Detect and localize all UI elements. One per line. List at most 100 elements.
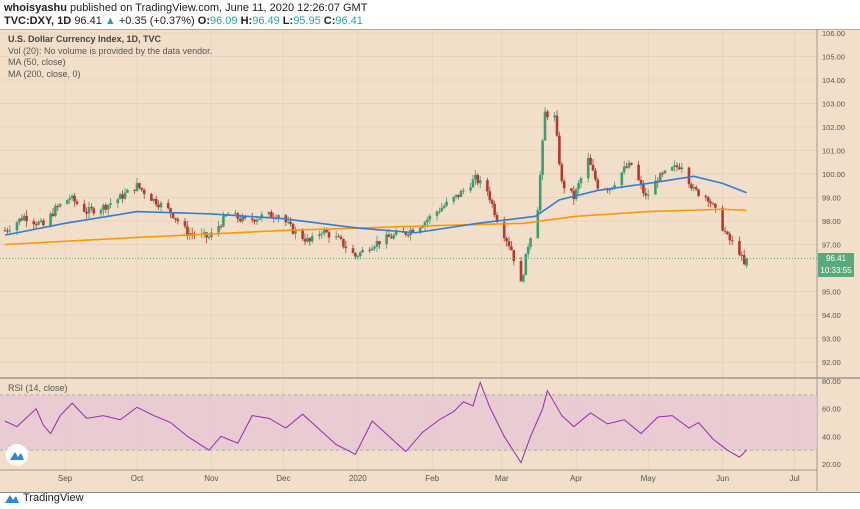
candle-body xyxy=(387,234,391,237)
legend-ma200: MA (200, close, 0) xyxy=(8,68,81,79)
candle-body xyxy=(135,183,139,191)
candle-body xyxy=(270,212,273,218)
price-axis-label: 100.00 xyxy=(822,170,845,179)
price-axis-label: 103.00 xyxy=(822,100,845,109)
candle-body xyxy=(622,166,626,173)
candle-body xyxy=(310,236,314,242)
candle-body xyxy=(358,252,362,257)
candle-body xyxy=(152,198,156,201)
candle-body xyxy=(555,115,559,136)
candle-body xyxy=(663,170,667,174)
price-axis-label: 92.00 xyxy=(822,358,841,367)
candle-body xyxy=(373,246,376,249)
candle-body xyxy=(70,195,74,199)
candle-body xyxy=(714,203,717,208)
candle-body xyxy=(301,230,304,239)
candle-body xyxy=(54,206,57,216)
price-tag: 96.41 xyxy=(818,253,854,265)
candle-body xyxy=(294,230,297,234)
candle-body xyxy=(673,165,676,167)
candle-body xyxy=(706,197,710,202)
candle-body xyxy=(505,238,508,242)
candle-body xyxy=(339,236,343,239)
rsi-axis-label: 40.00 xyxy=(822,432,841,441)
tradingview-logo-icon xyxy=(5,494,19,503)
candle-body xyxy=(546,111,549,118)
rsi-legend: RSI (14, close) xyxy=(8,383,68,393)
candle-body xyxy=(553,115,556,118)
up-arrow-icon: ▲ xyxy=(104,15,116,27)
legend-title: U.S. Dollar Currency Index, 1D, TVC xyxy=(8,34,162,44)
candle-body xyxy=(476,174,480,184)
price-axis-label: 101.00 xyxy=(822,147,845,156)
legend-ma50: MA (50, close) xyxy=(8,57,66,67)
month-label: Jun xyxy=(716,474,729,483)
tradingview-logo-badge[interactable] xyxy=(6,444,28,466)
candle-body xyxy=(325,229,328,233)
chart-legend: U.S. Dollar Currency Index, 1D, TVC Vol … xyxy=(8,34,212,80)
candle-body xyxy=(82,203,86,212)
candle-body xyxy=(186,226,189,236)
candle-body xyxy=(709,201,712,204)
candle-body xyxy=(723,230,727,232)
candle-body xyxy=(277,215,280,219)
candle-body xyxy=(118,194,122,200)
candle-body xyxy=(150,194,153,201)
candle-body xyxy=(322,229,326,234)
candle-body xyxy=(142,189,146,195)
candle-body xyxy=(104,204,108,210)
candle-body xyxy=(56,206,60,208)
candle-body xyxy=(670,166,674,171)
candle-body xyxy=(488,191,492,201)
rsi-band xyxy=(0,394,817,451)
candle-body xyxy=(728,233,732,241)
month-label: May xyxy=(641,474,656,483)
candle-body xyxy=(289,221,292,224)
legend-volume: Vol (20): No volume is provided by the d… xyxy=(8,45,213,56)
candle-body xyxy=(250,218,254,220)
candle-body xyxy=(15,222,19,231)
candle-body xyxy=(90,207,93,209)
footer-brand[interactable]: TradingView xyxy=(23,492,84,504)
candle-body xyxy=(354,252,357,257)
candle-body xyxy=(529,238,532,247)
candle-body xyxy=(490,200,494,204)
candle-body xyxy=(445,201,448,206)
price-axis-label: 105.00 xyxy=(822,53,845,62)
candle-body xyxy=(25,215,28,222)
candle-body xyxy=(92,208,96,214)
candle-body xyxy=(538,175,542,211)
candle-body xyxy=(49,213,52,226)
candle-body xyxy=(157,204,160,208)
candle-body xyxy=(385,234,388,245)
candle-body xyxy=(637,164,640,180)
candle-body xyxy=(394,231,398,236)
rsi-axis-label: 60.00 xyxy=(822,405,841,414)
high-value: 96.49 xyxy=(252,15,280,27)
candle-body xyxy=(154,198,158,205)
candle-body xyxy=(140,187,144,190)
candle-body xyxy=(589,157,592,165)
candle-body xyxy=(574,189,578,200)
candle-body xyxy=(102,204,105,210)
candle-body xyxy=(678,167,681,170)
candle-body xyxy=(260,214,264,219)
candle-body xyxy=(166,202,170,209)
candle-body xyxy=(234,213,237,215)
candle-body xyxy=(730,240,734,242)
author-link[interactable]: whoisyashu xyxy=(4,2,67,14)
candle-body xyxy=(123,192,127,199)
candle-body xyxy=(740,254,744,256)
candle-body xyxy=(459,190,463,197)
candle-body xyxy=(577,183,580,190)
candle-body xyxy=(253,219,256,222)
candle-body xyxy=(210,232,213,237)
low-label: L: xyxy=(282,15,294,27)
price-axis-label: 93.00 xyxy=(822,335,841,344)
candle-body xyxy=(526,246,530,254)
candle-body xyxy=(169,208,172,213)
symbol-bar: TVC:DXY, 1D 96.41 ▲ +0.35 (+0.37%) O:96.… xyxy=(4,15,363,27)
candle-body xyxy=(258,218,261,220)
candle-body xyxy=(22,215,26,221)
